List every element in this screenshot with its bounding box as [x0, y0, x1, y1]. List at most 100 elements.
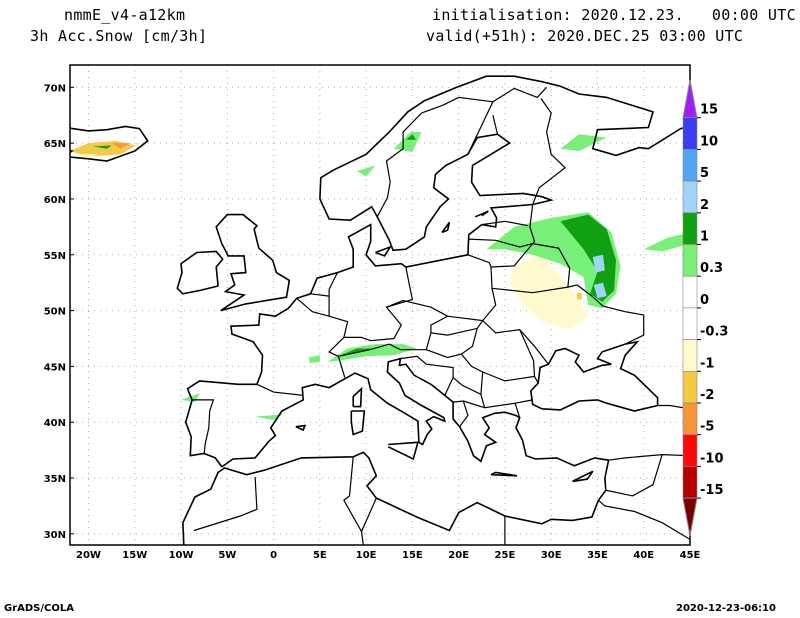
coastline: [352, 386, 363, 408]
colorbar-label: -0.3: [700, 325, 728, 340]
country-border: [482, 320, 549, 365]
coastline: [441, 221, 451, 234]
lat-label: 55N: [44, 251, 66, 262]
colorbar-segment: [682, 180, 698, 214]
country-border: [460, 353, 535, 382]
colorbar-segment: [682, 402, 698, 436]
color-bar: 15 10 5 2 1 0.3 0 -0.3 -1 -2 -5 -10 -15: [682, 79, 728, 536]
snow-field: [70, 132, 690, 420]
coastline: [350, 410, 366, 436]
country-border: [608, 453, 690, 461]
lat-label: 40N: [44, 418, 66, 429]
negative-snow-ukraine: [509, 254, 589, 330]
coastline: [387, 441, 419, 461]
lon-label: 15E: [402, 550, 423, 561]
colorbar-segment: [682, 434, 698, 467]
colorbar-label: -2: [700, 388, 714, 403]
country-border: [376, 86, 548, 218]
colorbar-label: 2: [700, 198, 709, 213]
snow-russia-heavy: [560, 214, 616, 302]
lat-label: 65N: [44, 139, 66, 150]
country-border: [193, 476, 258, 532]
coastline: [490, 471, 518, 477]
colorbar-segment: [682, 307, 698, 340]
lon-label: 20W: [76, 550, 101, 561]
colorbar-label: -1: [700, 356, 714, 371]
colorbar-segment: [682, 212, 698, 245]
lon-label: 45E: [680, 550, 701, 561]
country-border: [386, 299, 448, 317]
colorbar-segment: [682, 339, 698, 372]
coastlines: [70, 75, 690, 545]
lon-label: 40E: [633, 550, 654, 561]
snow-iceland: [93, 145, 112, 149]
country-borders: [191, 86, 690, 545]
country-border: [296, 297, 349, 378]
lon-label: 20E: [448, 550, 469, 561]
snow-karelia: [560, 134, 607, 151]
country-border: [492, 115, 499, 135]
country-border: [360, 497, 377, 545]
colorbar-segment: [682, 370, 698, 404]
country-border: [256, 383, 304, 396]
country-border: [328, 272, 338, 317]
colorbar-segment: [682, 466, 698, 499]
colorbar-segment: [682, 149, 698, 182]
lat-label: 50N: [44, 307, 66, 318]
yellow-iceland: [74, 154, 98, 159]
coastline: [184, 75, 690, 468]
coastline: [176, 250, 224, 295]
coastline: [474, 210, 489, 218]
colorbar-label: 10: [700, 134, 718, 149]
coastline: [572, 470, 594, 483]
lat-label: 60N: [44, 195, 66, 206]
snow-norway-heavy: [405, 134, 417, 140]
snow-light-blue-1: [592, 254, 605, 273]
colorbar-segment: [682, 244, 698, 277]
country-border: [598, 499, 690, 540]
country-border: [468, 238, 533, 248]
coastline: [215, 213, 291, 312]
snow-light-blue-2: [593, 282, 607, 299]
country-border: [532, 243, 571, 288]
country-border: [532, 98, 567, 205]
country-border: [467, 101, 494, 155]
snow-alps: [327, 344, 417, 362]
colorbar-segment: [682, 275, 698, 309]
country-border: [453, 400, 469, 428]
colorbar-arrow-top: [682, 79, 698, 119]
colorbar-segment: [682, 117, 698, 150]
colorbar-label: 15: [700, 103, 718, 118]
snow-massif-central: [308, 355, 320, 363]
lat-label: 45N: [44, 362, 66, 373]
lon-label: 35E: [587, 550, 608, 561]
coastline: [375, 245, 393, 257]
colorbar-label: 0.3: [700, 261, 723, 276]
colorbar-arrow-bottom: [682, 497, 698, 536]
footer-credit: GrADS/COLA: [4, 603, 74, 614]
snow-norway: [393, 132, 422, 153]
snow-norway-2: [356, 165, 376, 177]
axis-labels: 70N 65N 60N 55N 50N 45N 40N 35N 30N 20W 15W 10W 5W 0 5…: [44, 83, 701, 561]
lon-label: 15W: [122, 550, 147, 561]
footer-timestamp: 2020-12-23-06:10: [676, 603, 776, 614]
country-border: [400, 355, 454, 396]
variable-title: 3h Acc.Snow [cm/3h]: [30, 27, 208, 45]
lon-label: 0: [270, 550, 277, 561]
coastline: [295, 424, 307, 432]
country-border: [490, 204, 536, 268]
valid-time: valid(+51h): 2020.DEC.25 03:00 UTC: [426, 27, 744, 45]
country-border: [430, 320, 484, 336]
coastline: [182, 357, 610, 545]
colorbar-label: 1: [700, 230, 709, 245]
snow-spain: [255, 414, 283, 420]
coastline: [529, 340, 659, 412]
colorbar-label: 5: [700, 166, 709, 181]
country-border: [463, 400, 485, 409]
lat-label: 35N: [44, 474, 66, 485]
coastline: [70, 125, 149, 162]
lon-label: 5E: [313, 550, 327, 561]
colorbar-label: -5: [700, 420, 714, 435]
country-border: [452, 377, 482, 395]
colorbar-label: -15: [700, 483, 724, 498]
